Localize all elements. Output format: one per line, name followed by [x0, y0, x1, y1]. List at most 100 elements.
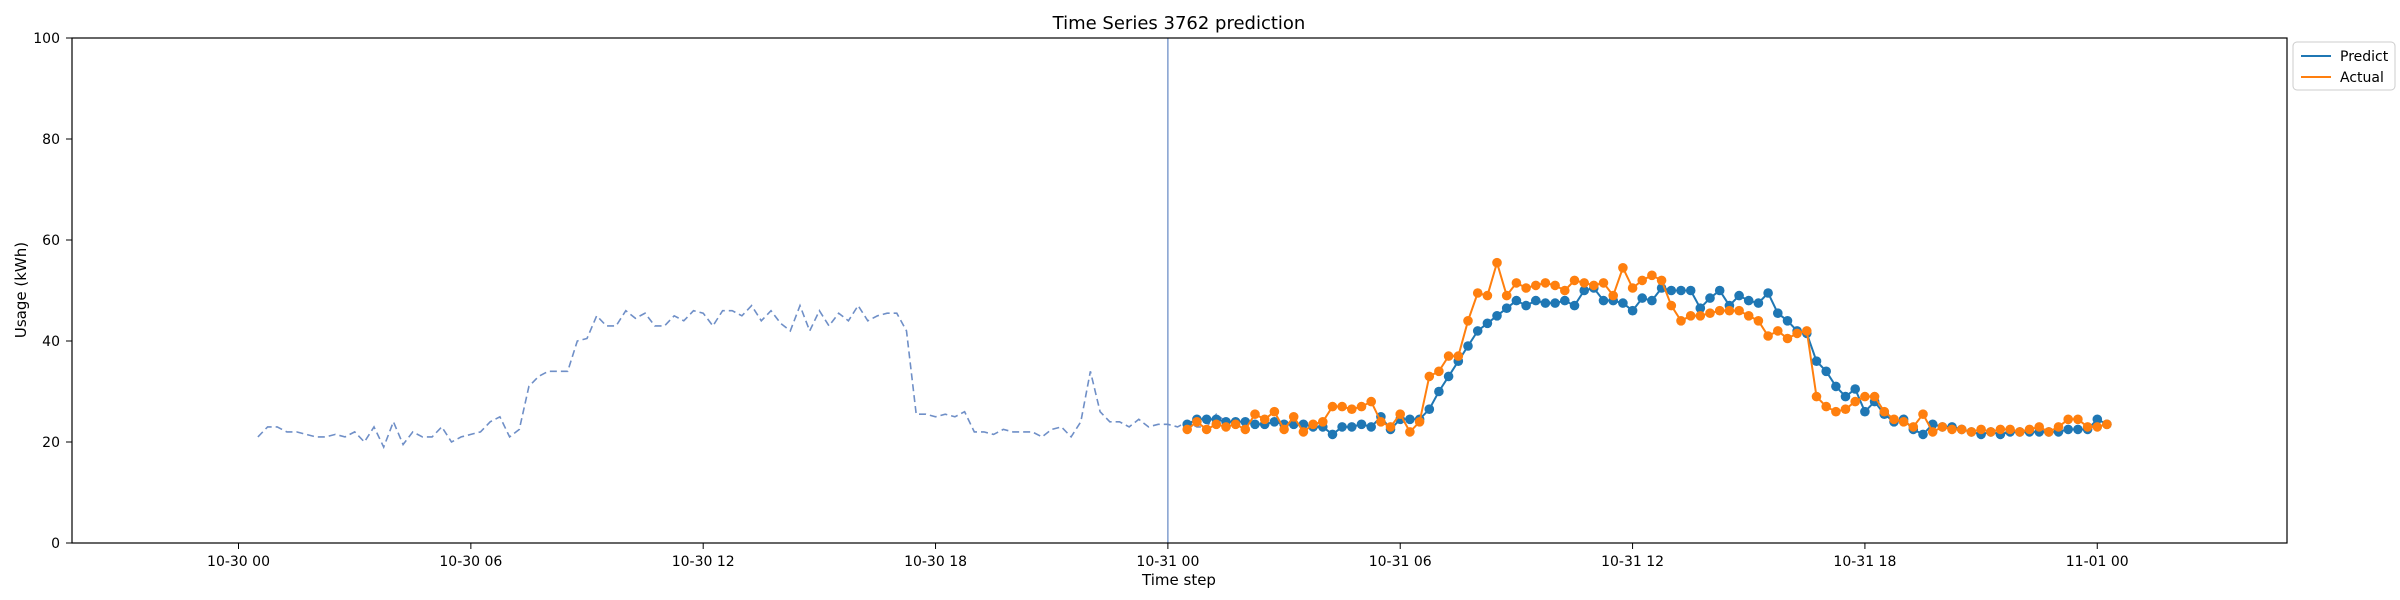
data-point-actual — [1298, 427, 1309, 437]
data-point-actual — [1763, 331, 1773, 341]
data-point-actual — [2044, 427, 2054, 437]
y-axis: 0 20 40 60 80 100 — [33, 31, 72, 552]
chart-title: Time Series 3762 prediction — [1052, 13, 1306, 34]
data-point-predict — [1714, 285, 1725, 296]
data-point-predict — [1366, 422, 1376, 432]
data-point-actual — [1259, 414, 1270, 425]
data-point-actual — [1666, 300, 1677, 311]
data-point-predict — [1550, 298, 1560, 308]
history-series — [257, 303, 1227, 450]
data-point-actual — [1230, 419, 1241, 430]
data-point-actual — [1608, 290, 1618, 301]
data-point-actual — [1937, 422, 1948, 432]
history-line — [257, 303, 1227, 450]
data-point-predict — [1521, 300, 1531, 311]
data-point-actual — [1463, 316, 1473, 326]
data-point-actual — [1550, 280, 1560, 291]
y-tick-label: 0 — [51, 536, 60, 552]
data-point-actual — [1347, 404, 1357, 415]
data-point-predict — [1840, 391, 1851, 402]
data-point-actual — [1308, 419, 1318, 430]
data-point-predict — [1618, 298, 1628, 308]
legend: Predict Actual — [2292, 41, 2396, 91]
x-tick-label: 10-31 18 — [1833, 554, 1896, 570]
data-point-actual — [1695, 311, 1706, 321]
data-point-predict — [1637, 293, 1647, 303]
x-axis-title: Time step — [1141, 571, 1216, 589]
data-point-actual — [1221, 422, 1231, 432]
x-tick-label: 10-30 18 — [904, 554, 967, 570]
data-point-actual — [1395, 409, 1405, 420]
data-point-actual — [1279, 424, 1289, 435]
data-point-actual — [1995, 424, 2006, 435]
data-point-predict — [1356, 419, 1367, 430]
data-point-predict — [2092, 414, 2103, 425]
data-point-actual — [1714, 305, 1725, 316]
data-point-actual — [1637, 275, 1647, 286]
data-point-predict — [1598, 295, 1609, 306]
data-point-predict — [1685, 285, 1696, 296]
data-point-actual — [1850, 396, 1860, 407]
data-point-actual — [1269, 406, 1280, 417]
data-point-actual — [1734, 305, 1744, 316]
data-point-actual — [1889, 414, 1899, 425]
data-point-actual — [1250, 409, 1260, 420]
data-point-predict — [1695, 303, 1706, 314]
data-point-predict — [1472, 326, 1483, 336]
data-point-actual — [1947, 424, 1957, 435]
data-point-actual — [1627, 283, 1638, 293]
data-point-actual — [1288, 412, 1299, 422]
data-point-actual — [1685, 311, 1696, 321]
legend-label-actual: Actual — [2340, 70, 2384, 86]
data-point-predict — [1753, 298, 1764, 308]
data-point-actual — [1531, 280, 1541, 291]
data-point-actual — [1656, 275, 1667, 286]
data-point-actual — [1879, 406, 1890, 417]
data-point-predict — [1501, 303, 1512, 314]
data-point-predict — [1405, 414, 1415, 425]
data-point-predict — [1434, 386, 1444, 397]
data-point-actual — [1705, 308, 1715, 319]
data-point-predict — [1743, 295, 1754, 306]
y-tick-label: 80 — [42, 132, 60, 148]
data-point-actual — [1918, 409, 1928, 420]
data-point-actual — [1618, 263, 1628, 273]
x-tick-label: 10-30 06 — [439, 554, 502, 570]
data-point-predict — [1627, 305, 1638, 316]
data-point-predict — [1782, 316, 1793, 326]
data-point-actual — [1579, 278, 1589, 288]
data-point-actual — [2053, 422, 2064, 432]
forecast-series — [1182, 257, 2112, 440]
data-point-actual — [1743, 311, 1754, 321]
data-point-predict — [1811, 356, 1822, 367]
data-point-predict — [1918, 429, 1928, 440]
x-tick-label: 10-31 00 — [1136, 554, 1199, 570]
data-point-actual — [1908, 422, 1919, 432]
data-point-actual — [1986, 427, 1996, 437]
data-point-predict — [1337, 422, 1347, 432]
data-point-predict — [1647, 295, 1657, 306]
data-point-actual — [1976, 424, 1986, 435]
data-point-predict — [1666, 285, 1677, 296]
data-point-predict — [1443, 371, 1454, 382]
data-point-actual — [2034, 422, 2044, 432]
data-point-actual — [1753, 316, 1764, 326]
data-point-predict — [1482, 318, 1493, 329]
data-point-actual — [1898, 417, 1909, 427]
y-tick-label: 40 — [42, 334, 60, 350]
data-point-predict — [1492, 311, 1502, 321]
data-point-actual — [2015, 427, 2025, 437]
data-point-predict — [1763, 288, 1773, 298]
data-point-actual — [1501, 290, 1512, 301]
data-point-actual — [1792, 328, 1802, 339]
data-point-actual — [2024, 424, 2035, 435]
data-point-actual — [1424, 371, 1435, 382]
data-point-actual — [1405, 427, 1415, 437]
data-point-predict — [1860, 406, 1870, 417]
data-point-actual — [1366, 396, 1376, 407]
data-point-actual — [1414, 417, 1425, 427]
x-tick-label: 10-30 12 — [672, 554, 735, 570]
data-point-actual — [1927, 427, 1938, 437]
data-point-actual — [1211, 419, 1222, 430]
data-point-actual — [1356, 401, 1367, 412]
